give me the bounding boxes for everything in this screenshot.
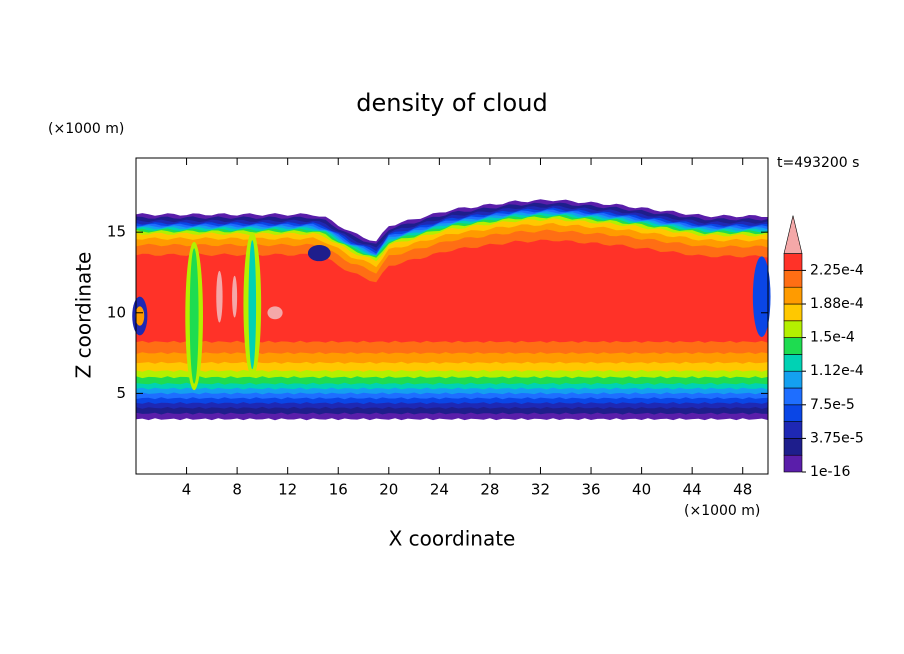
x-tick-label: 24 (430, 481, 449, 499)
y-axis-label: Z coordinate (72, 252, 96, 379)
colorbar-box (783, 438, 803, 456)
colorbar-box (783, 370, 803, 389)
x-tick-label: 8 (232, 481, 242, 499)
y-unit: (×1000 m) (48, 121, 124, 137)
x-tick-label: 20 (379, 481, 398, 499)
colorbar-label: 7.5e-5 (810, 397, 855, 413)
x-tick-label: 40 (632, 481, 651, 499)
colorbar-box (783, 337, 803, 355)
time-label: t=493200 s (777, 155, 859, 171)
x-tick-label: 28 (480, 481, 499, 499)
contour-feature (267, 306, 283, 320)
colorbar-box (783, 354, 803, 372)
colorbar-extend (783, 215, 803, 254)
colorbar-label: 3.75e-5 (810, 430, 864, 446)
colorbar-box (783, 303, 803, 322)
y-tick-label: 5 (116, 384, 126, 402)
contour-feature (752, 256, 771, 337)
colorbar-label: 1e-16 (810, 464, 850, 480)
contour-feature (307, 245, 331, 262)
y-tick-label: 10 (107, 303, 126, 321)
y-tick-label: 15 (107, 223, 126, 241)
colorbar-box (783, 253, 803, 271)
x-tick-label: 16 (329, 481, 348, 499)
colorbar-label: 1.88e-4 (810, 296, 864, 312)
contour-band (136, 239, 768, 343)
colorbar-box (783, 404, 803, 422)
colorbar-box (783, 286, 803, 305)
contour-feature (189, 248, 199, 384)
contour-feature (135, 306, 145, 326)
colorbar-label: 1.12e-4 (810, 363, 864, 379)
contour-feature (248, 240, 257, 370)
x-tick-label: 12 (278, 481, 297, 499)
x-axis-label: X coordinate (389, 527, 516, 551)
colorbar-label: 1.5e-4 (810, 330, 855, 346)
x-tick-label: 36 (581, 481, 600, 499)
colorbar-box (783, 421, 803, 439)
x-tick-label: 32 (531, 481, 550, 499)
x-unit: (×1000 m) (684, 503, 760, 519)
chart-title: density of cloud (356, 89, 547, 117)
colorbar-box (783, 387, 803, 406)
colorbar-label: 2.25e-4 (810, 262, 864, 278)
contour-field (132, 199, 771, 421)
x-tick-label: 4 (182, 481, 192, 499)
contour-feature (232, 275, 238, 318)
plot-frame (135, 157, 769, 475)
x-tick-label: 48 (733, 481, 752, 499)
colorbar-box (783, 320, 803, 338)
colorbar-box (783, 270, 803, 288)
colorbar-box (783, 454, 803, 473)
contour-feature (216, 270, 223, 323)
x-tick-label: 44 (683, 481, 702, 499)
